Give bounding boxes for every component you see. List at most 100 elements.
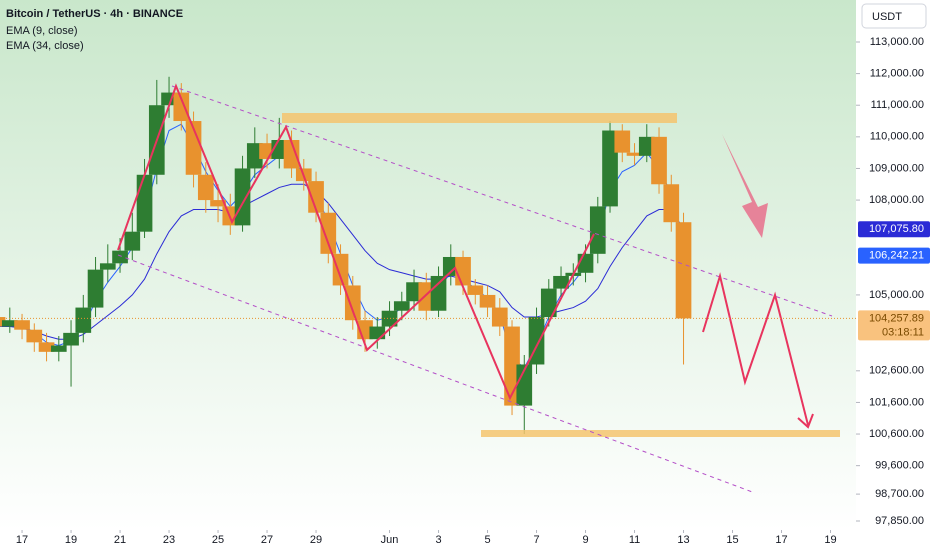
- candle-body: [234, 168, 251, 226]
- candle-body: [553, 275, 569, 289]
- plot-background: [0, 0, 856, 530]
- candle-body: [136, 174, 153, 232]
- candle-body: [418, 282, 435, 311]
- candle-body: [430, 275, 447, 311]
- x-tick-label: 21: [114, 534, 126, 546]
- forecast-arrowhead: [797, 413, 814, 429]
- y-tick-label: 112,000.00: [870, 68, 924, 80]
- indicator-legend: EMA (34, close): [6, 40, 84, 52]
- y-tick-label: 108,000.00: [869, 194, 924, 206]
- candle-body: [283, 140, 300, 169]
- x-tick-label: 11: [629, 534, 640, 546]
- price-tag: [858, 247, 930, 264]
- down-arrow: [722, 134, 768, 238]
- candle-body: [540, 288, 557, 318]
- x-tick-label: 3: [435, 534, 441, 546]
- candle-body: [320, 212, 337, 254]
- candle-body: [467, 285, 484, 295]
- candle-body: [381, 310, 398, 327]
- time-axis-background: [0, 530, 856, 550]
- x-tick-label: 13: [677, 534, 689, 546]
- candle-body: [479, 294, 496, 308]
- candle-body: [308, 181, 324, 213]
- candle-body: [626, 152, 643, 156]
- candle-body: [173, 92, 190, 122]
- y-tick-label: 100,600.00: [869, 428, 924, 440]
- y-tick-label: 99,600.00: [875, 460, 924, 472]
- x-tick-label: Jun: [381, 534, 399, 546]
- candle-body: [332, 253, 349, 286]
- candle-body: [75, 307, 92, 333]
- support-zone: [481, 430, 840, 437]
- zigzag: [117, 83, 595, 401]
- y-tick-label: 109,000.00: [869, 162, 924, 174]
- candle-body: [210, 200, 226, 207]
- candle-body: [638, 136, 655, 156]
- x-tick-label: 19: [824, 534, 836, 546]
- countdown-label: 03:18:11: [882, 326, 924, 338]
- y-tick-label: 98,700.00: [875, 488, 924, 500]
- candle-body: [516, 364, 533, 406]
- candle-body: [50, 345, 67, 352]
- candle-body: [491, 307, 508, 327]
- candle-body: [675, 222, 692, 319]
- candle-body: [589, 206, 606, 254]
- candle-body: [63, 332, 79, 346]
- series-layer: [0, 76, 692, 435]
- candle-body: [99, 263, 116, 270]
- candle-body: [112, 250, 128, 264]
- candle-body: [406, 282, 422, 302]
- x-tick-label: 17: [16, 534, 28, 546]
- y-tick-label: 105,000.00: [869, 289, 924, 301]
- indicator-legend: EMA (9, close): [6, 25, 78, 37]
- x-tick-label: 7: [533, 534, 539, 546]
- candle-body: [246, 143, 263, 169]
- y-tick-label: 97,850.00: [875, 515, 924, 527]
- ema-line: [0, 183, 684, 340]
- candle-body: [614, 130, 631, 153]
- price-tag: [858, 310, 930, 341]
- x-tick-label: 25: [212, 534, 224, 546]
- candle-body: [26, 329, 43, 343]
- x-tick-label: 9: [582, 534, 588, 546]
- drawings: [117, 83, 840, 494]
- x-tick-label: 17: [775, 534, 787, 546]
- candle-body: [663, 184, 680, 223]
- y-tick-label: 110,000.00: [870, 131, 924, 143]
- x-tick-label: 15: [726, 534, 738, 546]
- y-tick-label: 101,600.00: [869, 396, 924, 408]
- candle-body: [14, 320, 30, 330]
- price-tag-label: 104,257.89: [869, 312, 924, 324]
- candle-body: [344, 285, 361, 321]
- forecast-path: [702, 272, 809, 426]
- candle-body: [1, 320, 18, 327]
- channel-lower: [117, 254, 756, 494]
- resistance-zone: [282, 113, 677, 123]
- currency-label[interactable]: USDT: [872, 11, 902, 23]
- symbol-title: Bitcoin / TetherUS · 4h · BINANCE: [6, 8, 183, 20]
- currency-box[interactable]: [861, 3, 927, 29]
- candle-body: [602, 130, 618, 207]
- y-tick-label: 113,000.00: [870, 36, 924, 48]
- price-tag-label: 107,075.80: [869, 223, 924, 235]
- x-tick-label: 23: [163, 534, 175, 546]
- candle-body: [124, 231, 141, 251]
- candle-body: [197, 174, 214, 201]
- candle-body: [442, 256, 459, 276]
- candle-body: [185, 121, 202, 175]
- candle-body: [393, 301, 410, 311]
- y-tick-label: 102,600.00: [869, 365, 924, 377]
- candle-body: [651, 136, 667, 185]
- price-tag-label: 106,242.21: [869, 250, 924, 262]
- price-axis-background: [856, 0, 932, 550]
- x-tick-label: 29: [310, 534, 322, 546]
- candle-body: [369, 326, 386, 340]
- candle-body: [455, 256, 471, 286]
- price-tag: [858, 221, 930, 238]
- candle-body: [38, 342, 55, 352]
- y-tick-label: 111,000.00: [871, 99, 924, 111]
- x-tick-label: 19: [65, 534, 77, 546]
- x-tick-label: 27: [261, 534, 273, 546]
- candle-body: [87, 269, 104, 308]
